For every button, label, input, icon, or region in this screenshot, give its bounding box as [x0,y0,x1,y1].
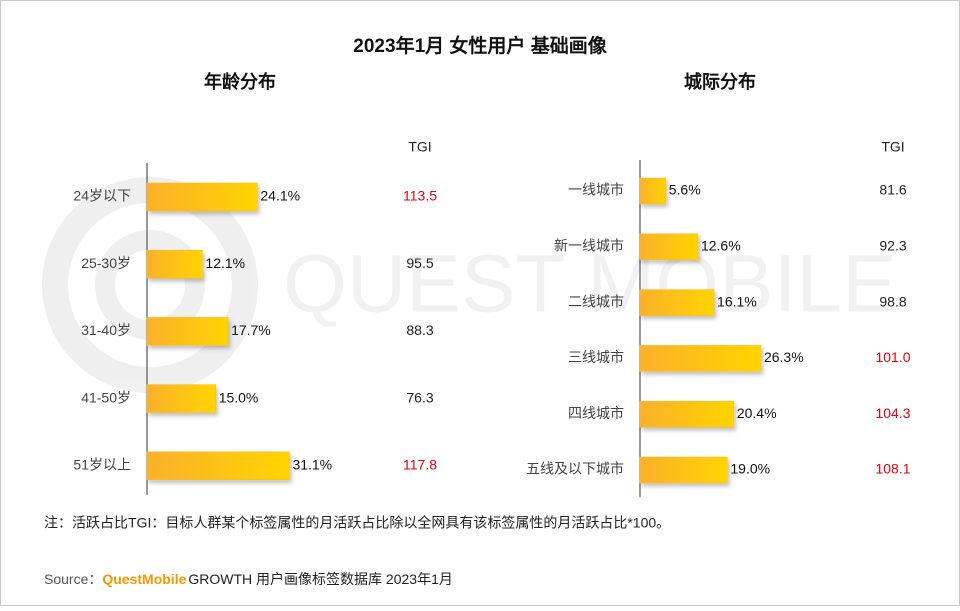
category-label: 25-30岁 [81,255,131,271]
category-label: 五线及以下城市 [526,461,624,477]
bar [146,384,216,413]
value-label: 24.1% [260,188,300,204]
bar [639,345,762,372]
tgi-value: 117.8 [403,457,437,473]
tgi-header: TGI [881,139,904,155]
value-label: 16.1% [717,293,757,309]
tgi-value: 81.6 [879,182,906,198]
category-label: 一线城市 [568,182,624,198]
tgi-value: 104.3 [875,405,910,421]
chart-title: 城际分布 [684,71,756,92]
value-label: 15.0% [219,389,259,405]
category-label: 三线城市 [568,349,624,365]
category-label: 41-50岁 [81,389,131,405]
source-text: GROWTH 用户画像标签数据库 2023年1月 [188,571,452,587]
watermark: QUEST MOBILE [283,239,897,330]
bar [146,317,229,346]
tgi-value: 113.5 [403,188,437,204]
bar [639,400,735,428]
value-label: 12.6% [701,238,741,254]
bar [639,456,728,484]
category-label: 二线城市 [568,293,624,309]
tgi-value: 101.0 [875,349,910,365]
category-label: 新一线城市 [554,238,624,254]
value-label: 17.7% [231,322,271,338]
bar [146,249,203,279]
tgi-header: TGI [408,139,431,155]
bar [639,289,715,316]
source: Source：QuestMobile GROWTH 用户画像标签数据库 2023年… [44,571,453,587]
tgi-value: 88.3 [406,322,433,338]
bar [639,233,699,261]
value-label: 19.0% [730,461,770,477]
value-label: 20.4% [737,405,777,421]
tgi-value: 92.3 [879,238,906,254]
source-brand: QuestMobile [102,571,186,587]
category-label: 51岁以上 [73,457,131,473]
value-label: 5.6% [669,182,701,198]
note: 注：活跃占比TGI：目标人群某个标签属性的月活跃占比除以全网具有该标签属性的月活… [44,515,670,531]
category-label: 31-40岁 [81,322,131,338]
tgi-value: 98.8 [879,293,906,309]
chart-title: 年龄分布 [204,71,276,92]
tgi-value: 95.5 [406,255,433,271]
bar [146,182,258,212]
bar [146,451,290,481]
category-label: 四线城市 [568,405,624,421]
source-label: Source： [44,571,102,587]
bar [639,177,667,205]
tgi-value: 108.1 [875,461,910,477]
value-label: 26.3% [764,349,804,365]
tgi-value: 76.3 [406,389,433,405]
page-title: 2023年1月 女性用户 基础画像 [353,34,607,57]
category-label: 24岁以下 [73,188,131,204]
value-label: 12.1% [205,255,245,271]
value-label: 31.1% [292,457,332,473]
